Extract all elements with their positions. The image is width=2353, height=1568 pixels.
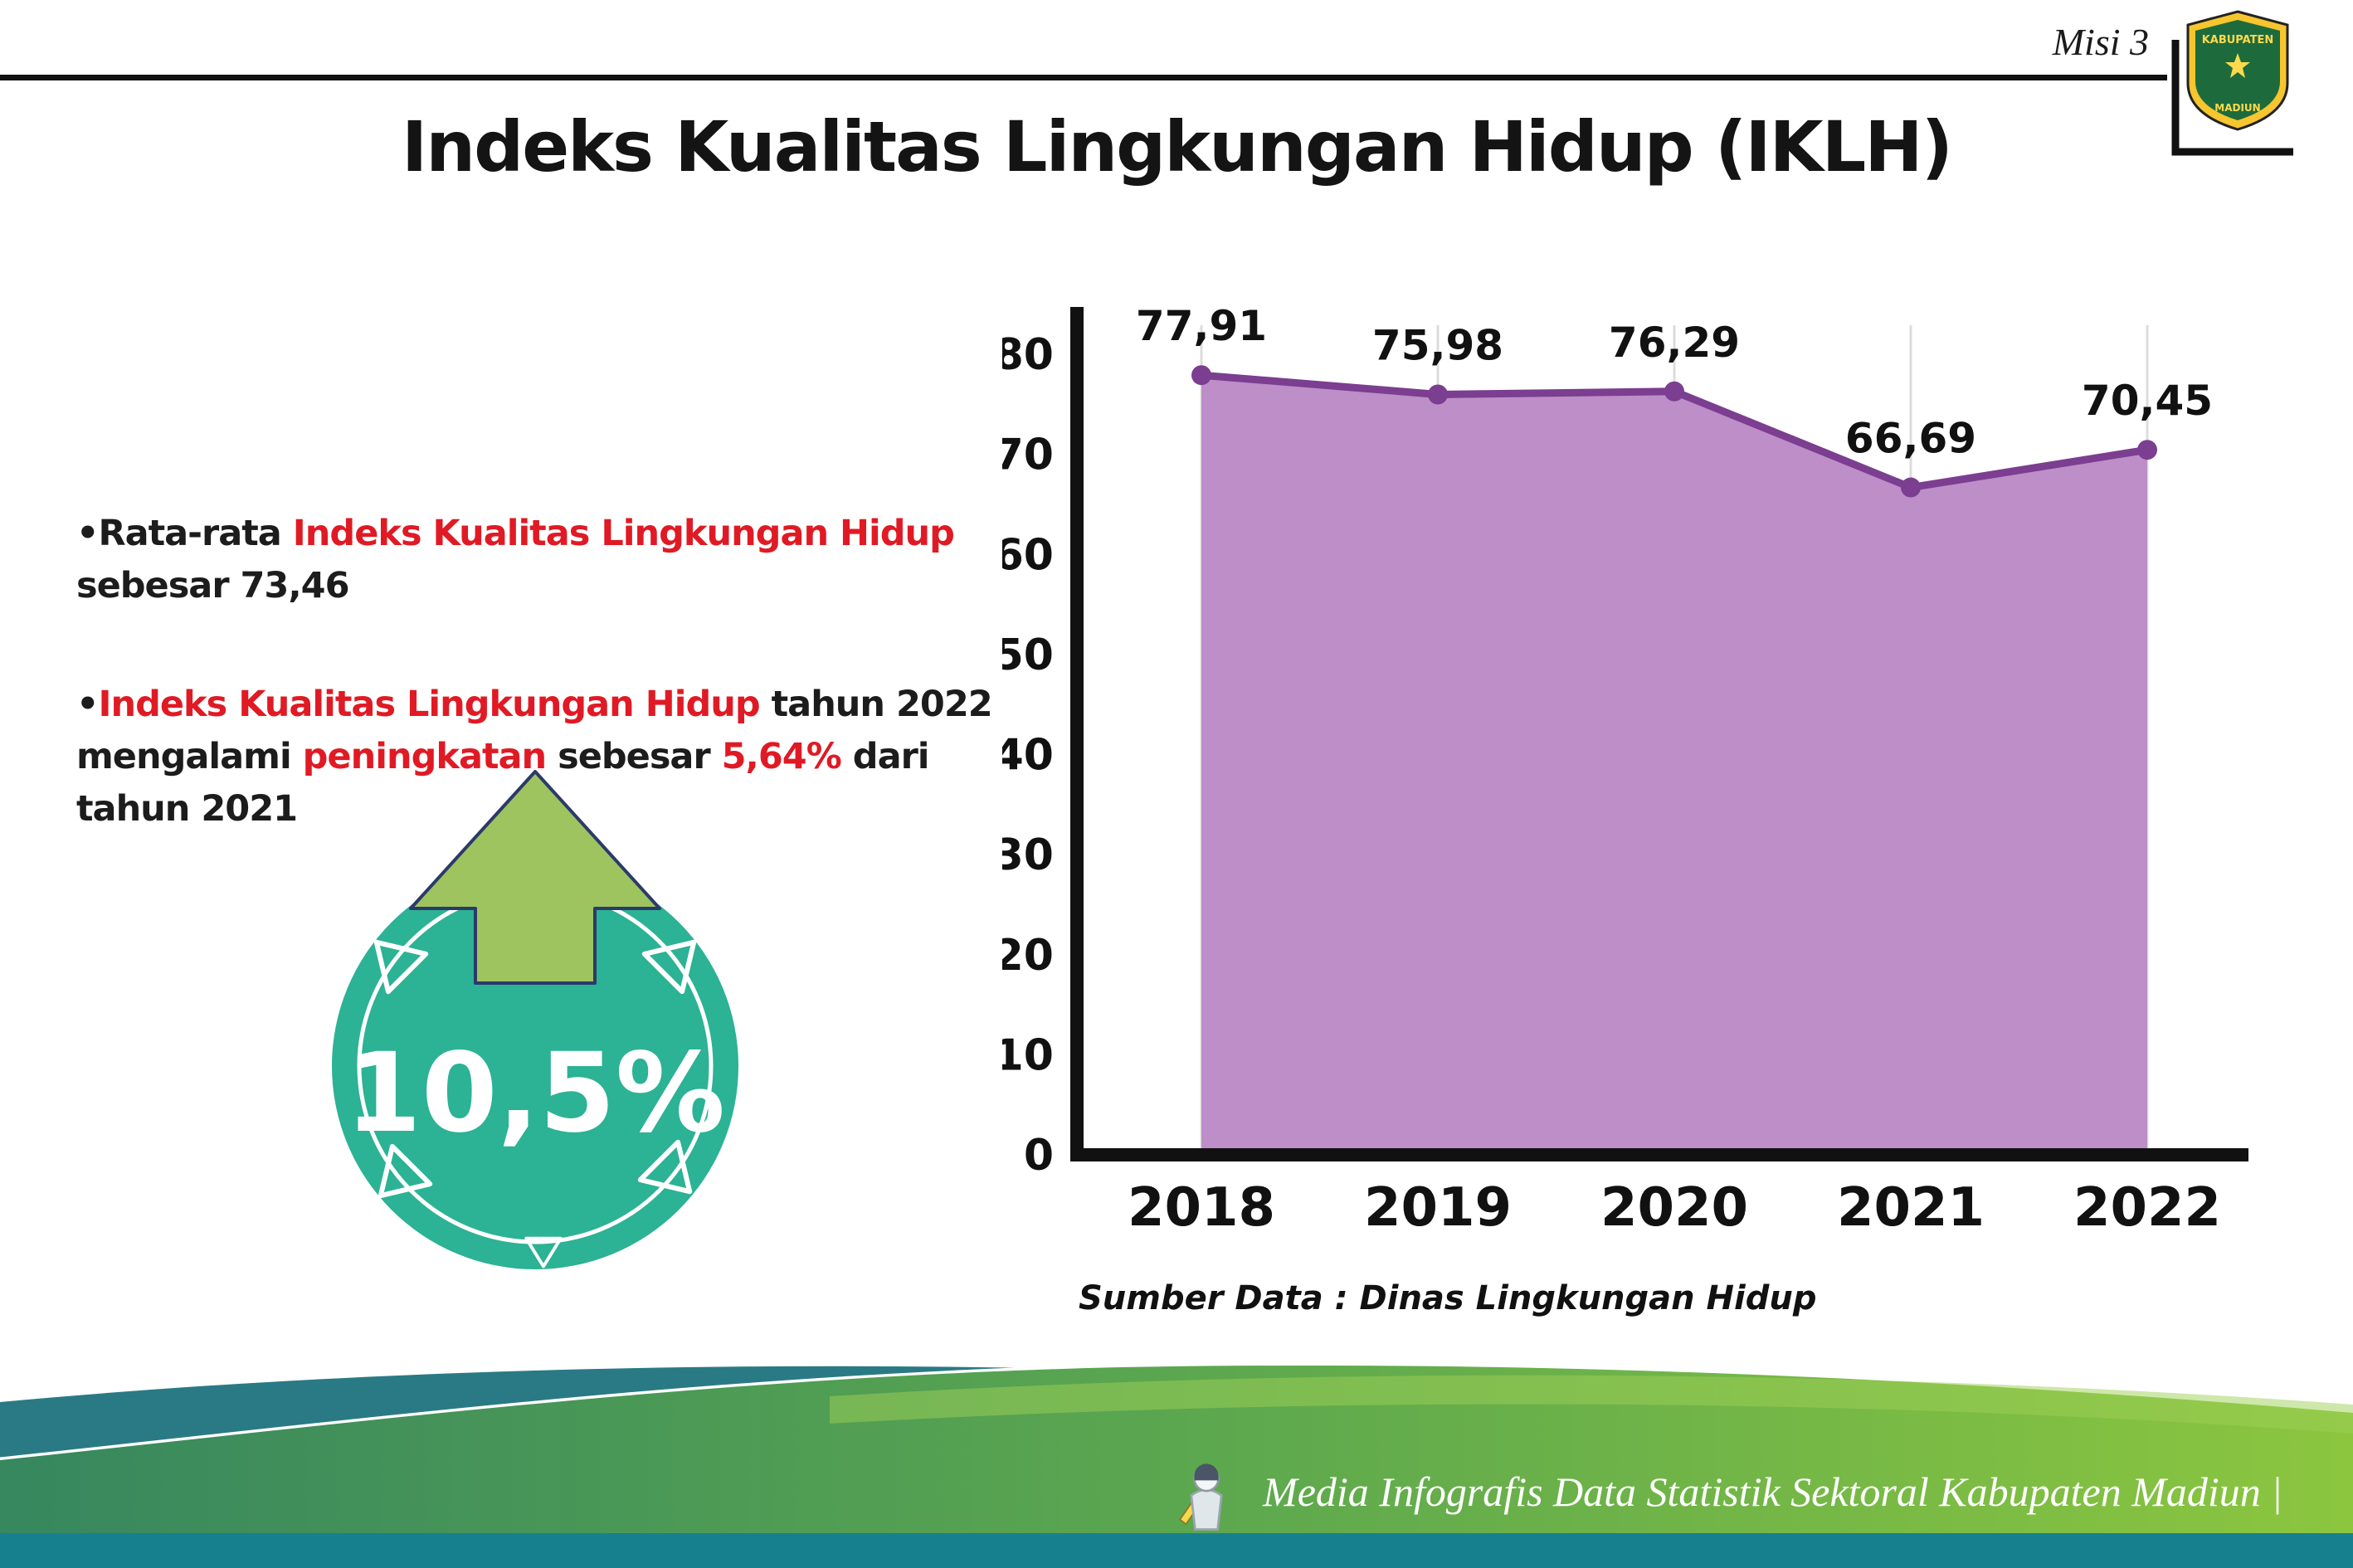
y-tick-label: 20 xyxy=(1002,931,1054,981)
crest-top-text: KABUPATEN xyxy=(2202,34,2274,46)
y-tick-label: 80 xyxy=(1002,330,1054,380)
chart-point xyxy=(1664,381,1684,402)
iklh-area-chart: 0 10 20 30 40 50 60 70 80 2018 2019 2020 2021 2022 77,… xyxy=(1002,302,2248,1239)
bullet-highlight: Indeks Kualitas Lingkungan Hidup xyxy=(292,513,955,554)
chart-point xyxy=(1428,384,1448,405)
chart-point xyxy=(2137,440,2157,460)
footer-bottom-bar xyxy=(0,1533,2353,1568)
y-tick-label: 50 xyxy=(1002,631,1054,680)
y-tick-label: 0 xyxy=(1024,1131,1054,1181)
bullet-text: • xyxy=(76,684,100,725)
kabupaten-madiun-logo: KABUPATEN MADIUN xyxy=(2171,10,2293,156)
bullet-highlight: peningkatan xyxy=(302,736,547,778)
kabupaten-madiun-crest-icon: KABUPATEN MADIUN xyxy=(2186,10,2289,131)
bullet-text: tahun 2022 mengalami xyxy=(76,684,993,778)
footer-waves xyxy=(0,1362,2353,1568)
footer-green-wave xyxy=(0,1365,2353,1568)
footer-highlight-wave xyxy=(830,1375,2353,1434)
y-tick-label: 40 xyxy=(1002,731,1054,781)
y-tick-label: 30 xyxy=(1002,830,1054,880)
x-tick-label: 2021 xyxy=(1837,1177,1985,1239)
increase-badge: 10,5% xyxy=(332,770,738,1269)
data-label: 76,29 xyxy=(1609,319,1740,367)
badge-circle xyxy=(332,863,738,1269)
chart-point xyxy=(1191,365,1211,386)
bullet-text: dari tahun 2021 xyxy=(76,736,930,830)
bullet-average-iklh: •Rata-rata Indeks Kualitas Lingkungan Hi… xyxy=(76,508,1047,612)
x-tick-label: 2018 xyxy=(1128,1177,1275,1239)
bullet-text: sebesar 73,46 xyxy=(76,565,350,607)
crest-star-icon xyxy=(2225,53,2250,78)
triangle-ornaments xyxy=(373,939,697,1269)
footer-credit: Media Infografis Data Statistik Sektoral… xyxy=(1263,1468,2282,1515)
y-tick-label: 10 xyxy=(1002,1030,1054,1080)
x-tick-label: 2019 xyxy=(1364,1177,1512,1239)
bullet-highlight: 5,64% xyxy=(721,736,842,778)
chart-source: Sumber Data : Dinas Lingkungan Hidup xyxy=(1079,1279,1817,1317)
page-title: Indeks Kualitas Lingkungan Hidup (IKLH) xyxy=(402,106,1953,187)
footer-credit-block: Media Infografis Data Statistik Sektoral… xyxy=(1168,1450,2282,1533)
data-label: 66,69 xyxy=(1845,415,1976,463)
y-tick-label: 70 xyxy=(1002,431,1054,480)
bullet-text: •Rata-rata xyxy=(76,513,293,554)
data-label: 70,45 xyxy=(2082,377,2213,425)
x-tick-label: 2022 xyxy=(2073,1177,2221,1239)
mascot-icon xyxy=(1178,1463,1223,1531)
data-label: 75,98 xyxy=(1372,321,1503,369)
crest-bottom-text: MADIUN xyxy=(2214,102,2260,114)
up-arrow-icon xyxy=(409,770,661,985)
bullet-text: sebesar xyxy=(546,736,722,778)
logo-frame xyxy=(2171,40,2293,156)
data-label: 77,91 xyxy=(1136,302,1267,350)
bullet-highlight: Indeks Kualitas Lingkungan Hidup xyxy=(98,684,760,725)
y-tick-label: 60 xyxy=(1002,530,1054,580)
header-rule xyxy=(0,75,2167,80)
misi-label: Misi 3 xyxy=(2052,21,2149,63)
chart-area xyxy=(1201,375,2147,1150)
chart-point xyxy=(1901,477,1921,498)
x-tick-label: 2020 xyxy=(1600,1177,1748,1239)
bullet-increase-iklh: •Indeks Kualitas Lingkungan Hidup tahun … xyxy=(76,679,1047,836)
badge-value: 10,5% xyxy=(345,1030,725,1157)
